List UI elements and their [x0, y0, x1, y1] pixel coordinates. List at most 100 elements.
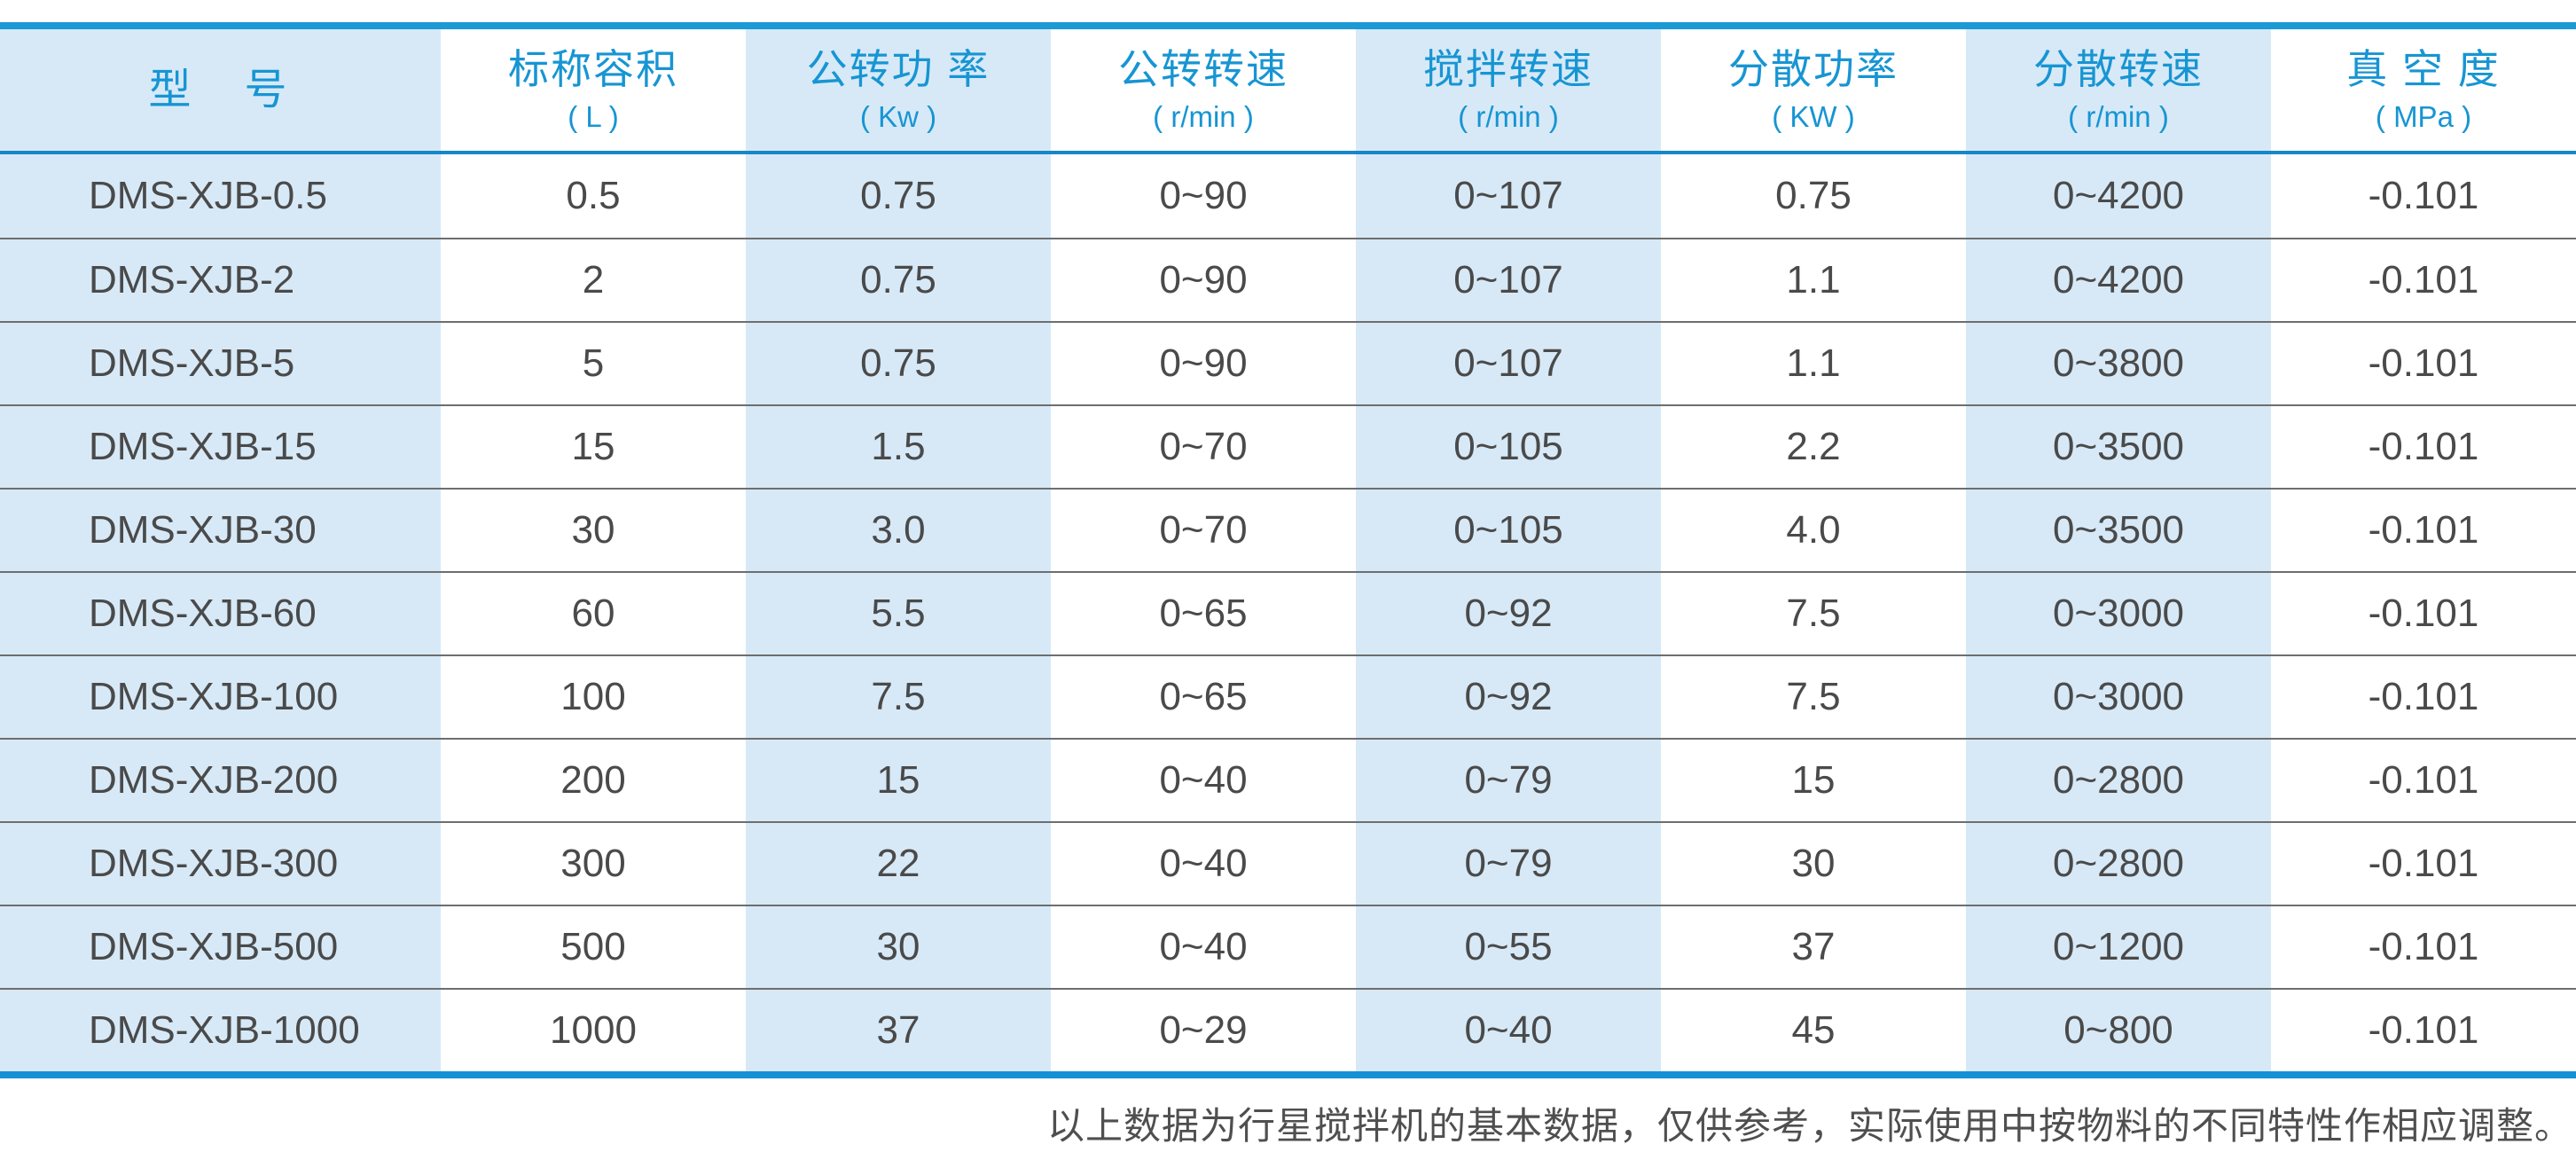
value-cell: -0.101 — [2271, 323, 2576, 404]
header-cell: 搅拌转速 ( r/min ) — [1356, 29, 1661, 151]
header-unit: ( L ) — [568, 99, 619, 133]
model-cell: DMS-XJB-5 — [0, 323, 441, 404]
value-cell: 0~1200 — [1966, 906, 2271, 988]
value-cell: 22 — [746, 823, 1051, 905]
value-cell: -0.101 — [2271, 656, 2576, 738]
table-row: DMS-XJB-500 500 30 0~40 0~55 37 0~1200 -0.101 — [0, 905, 2576, 988]
value-cell: 0.75 — [746, 323, 1051, 404]
value-cell: 3.0 — [746, 490, 1051, 571]
value-cell: 30 — [746, 906, 1051, 988]
value-cell: 0~40 — [1051, 906, 1356, 988]
table-row: DMS-XJB-300 300 22 0~40 0~79 30 0~2800 -0.101 — [0, 821, 2576, 905]
value-cell: 5 — [441, 323, 746, 404]
value-cell: -0.101 — [2271, 823, 2576, 905]
value-cell: 300 — [441, 823, 746, 905]
value-cell: 37 — [1661, 906, 1966, 988]
value-cell: 0~29 — [1051, 990, 1356, 1071]
model-cell: DMS-XJB-2 — [0, 239, 441, 321]
header-label: 型 号 — [148, 66, 293, 114]
value-cell: 0~92 — [1356, 573, 1661, 654]
spec-table: 型 号标称容积( L ) 公转功 率( Kw ) 公转转速( r/min ) 搅拌转速… — [0, 22, 2576, 1078]
value-cell: 0~3500 — [1966, 406, 2271, 488]
table-row: DMS-XJB-30 30 3.0 0~70 0~105 4.0 0~3500 -0.101 — [0, 488, 2576, 571]
value-cell: 30 — [1661, 823, 1966, 905]
value-cell: 15 — [1661, 740, 1966, 821]
value-cell: 0~79 — [1356, 740, 1661, 821]
header-label: 分散转速 — [2033, 46, 2204, 93]
value-cell: 0~4200 — [1966, 239, 2271, 321]
value-cell: 0~107 — [1356, 239, 1661, 321]
value-cell: 0~3500 — [1966, 490, 2271, 571]
value-cell: 0~90 — [1051, 323, 1356, 404]
header-cell: 真 空 度 ( MPa ) — [2271, 29, 2576, 151]
value-cell: 0~90 — [1051, 154, 1356, 238]
value-cell: 1000 — [441, 990, 746, 1071]
table-row: DMS-XJB-5 5 0.75 0~90 0~107 1.1 0~3800 -0.101 — [0, 321, 2576, 404]
table-row: DMS-XJB-200 200 15 0~40 0~79 15 0~2800 -0.101 — [0, 738, 2576, 821]
value-cell: -0.101 — [2271, 573, 2576, 654]
value-cell: 0~90 — [1051, 239, 1356, 321]
table-row: DMS-XJB-60 60 5.5 0~65 0~92 7.5 0~3000 -0.101 — [0, 571, 2576, 654]
value-cell: 0~4200 — [1966, 154, 2271, 238]
model-cell: DMS-XJB-0.5 — [0, 154, 441, 238]
value-cell: 4.0 — [1661, 490, 1966, 571]
value-cell: 45 — [1661, 990, 1966, 1071]
value-cell: 0.75 — [1661, 154, 1966, 238]
table-row: DMS-XJB-2 2 0.75 0~90 0~107 1.1 0~4200 -0.101 — [0, 238, 2576, 321]
table-row: DMS-XJB-100 100 7.5 0~65 0~92 7.5 0~3000 -0.101 — [0, 654, 2576, 738]
table-row: DMS-XJB-1000 1000 37 0~29 0~40 45 0~800 -0.101 — [0, 988, 2576, 1071]
header-cell: 公转功 率 ( Kw ) — [746, 29, 1051, 151]
model-cell: DMS-XJB-100 — [0, 656, 441, 738]
header-label: 标称容积 — [508, 46, 678, 93]
value-cell: 200 — [441, 740, 746, 821]
model-cell: DMS-XJB-300 — [0, 823, 441, 905]
header-cell: 公转转速 ( r/min ) — [1051, 29, 1356, 151]
value-cell: 100 — [441, 656, 746, 738]
footnote: 以上数据为行星搅拌机的基本数据，仅供参考，实际使用中按物料的不同特性作相应调整。 — [1046, 1104, 2572, 1148]
value-cell: 15 — [441, 406, 746, 488]
value-cell: 0~65 — [1051, 573, 1356, 654]
value-cell: 5.5 — [746, 573, 1051, 654]
value-cell: 7.5 — [1661, 656, 1966, 738]
header-label: 公转转速 — [1118, 46, 1288, 93]
value-cell: 7.5 — [1661, 573, 1966, 654]
value-cell: -0.101 — [2271, 406, 2576, 488]
value-cell: 60 — [441, 573, 746, 654]
model-cell: DMS-XJB-15 — [0, 406, 441, 488]
value-cell: 0~2800 — [1966, 740, 2271, 821]
value-cell: 0~3800 — [1966, 323, 2271, 404]
value-cell: 0~800 — [1966, 990, 2271, 1071]
value-cell: 0~105 — [1356, 406, 1661, 488]
value-cell: 1.5 — [746, 406, 1051, 488]
table-header-row: 型 号标称容积( L ) 公转功 率( Kw ) 公转转速( r/min ) 搅拌转速… — [0, 29, 2576, 154]
value-cell: 15 — [746, 740, 1051, 821]
value-cell: 0~40 — [1051, 823, 1356, 905]
value-cell: -0.101 — [2271, 239, 2576, 321]
value-cell: 0~107 — [1356, 323, 1661, 404]
value-cell: -0.101 — [2271, 740, 2576, 821]
header-unit: ( r/min ) — [2068, 99, 2169, 133]
value-cell: -0.101 — [2271, 906, 2576, 988]
header-unit: ( Kw ) — [859, 99, 937, 133]
header-unit: ( KW ) — [1772, 99, 1855, 133]
header-cell: 分散转速 ( r/min ) — [1966, 29, 2271, 151]
value-cell: -0.101 — [2271, 490, 2576, 571]
value-cell: 0~40 — [1051, 740, 1356, 821]
table-row: DMS-XJB-0.5 0.5 0.75 0~90 0~107 0.75 0~4200 -0.… — [0, 154, 2576, 238]
value-cell: 2.2 — [1661, 406, 1966, 488]
value-cell: 0~55 — [1356, 906, 1661, 988]
value-cell: -0.101 — [2271, 154, 2576, 238]
header-label: 真 空 度 — [2346, 46, 2501, 93]
value-cell: 30 — [441, 490, 746, 571]
value-cell: 0~70 — [1051, 406, 1356, 488]
value-cell: 7.5 — [746, 656, 1051, 738]
value-cell: 0~3000 — [1966, 656, 2271, 738]
model-cell: DMS-XJB-60 — [0, 573, 441, 654]
value-cell: 0~40 — [1356, 990, 1661, 1071]
value-cell: 0~3000 — [1966, 573, 2271, 654]
header-label: 分散功率 — [1728, 46, 1899, 93]
value-cell: 0~70 — [1051, 490, 1356, 571]
value-cell: 0.5 — [441, 154, 746, 238]
header-label: 搅拌转速 — [1423, 46, 1593, 93]
value-cell: 0~79 — [1356, 823, 1661, 905]
